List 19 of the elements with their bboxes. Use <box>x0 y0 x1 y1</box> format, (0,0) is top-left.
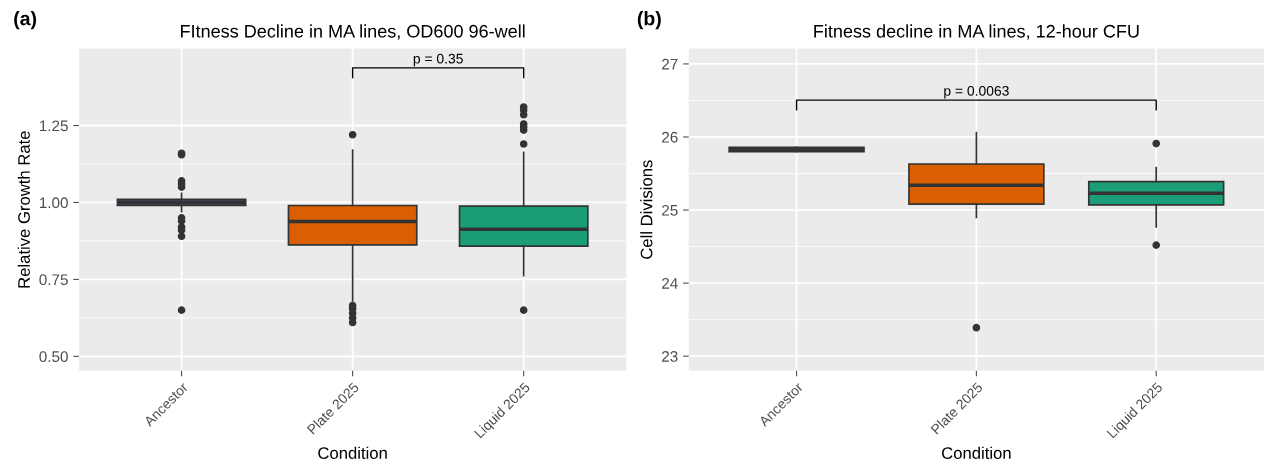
x-axis-title: Condition <box>942 446 1011 459</box>
y-tick-label: 26 <box>662 131 678 143</box>
chart-title: FItness Decline in MA lines, OD600 96-well <box>181 24 525 40</box>
y-axis-title: Relative Growth Rate <box>17 131 30 288</box>
y-axis-title: Cell Divisions <box>640 160 653 259</box>
y-tick-label: 27 <box>662 58 678 70</box>
text: (a) <box>14 11 37 30</box>
text: (b) <box>637 11 661 30</box>
y-tick-label: 0.50 <box>39 351 68 363</box>
y-tick-label: 0.75 <box>39 274 68 286</box>
x-axis-title: Condition <box>318 446 387 459</box>
annotation: p = 0.0063 <box>944 85 1009 99</box>
y-tick-label: 23 <box>662 351 678 362</box>
annotation: p = 0.35 <box>413 53 463 67</box>
y-tick-label: 1.00 <box>39 197 68 209</box>
chart-title: Fitness decline in MA lines, 12-hour CFU <box>814 24 1139 40</box>
y-tick-label: 25 <box>662 204 678 216</box>
y-tick-label: 1.25 <box>39 120 68 132</box>
y-tick-label: 24 <box>662 277 678 289</box>
